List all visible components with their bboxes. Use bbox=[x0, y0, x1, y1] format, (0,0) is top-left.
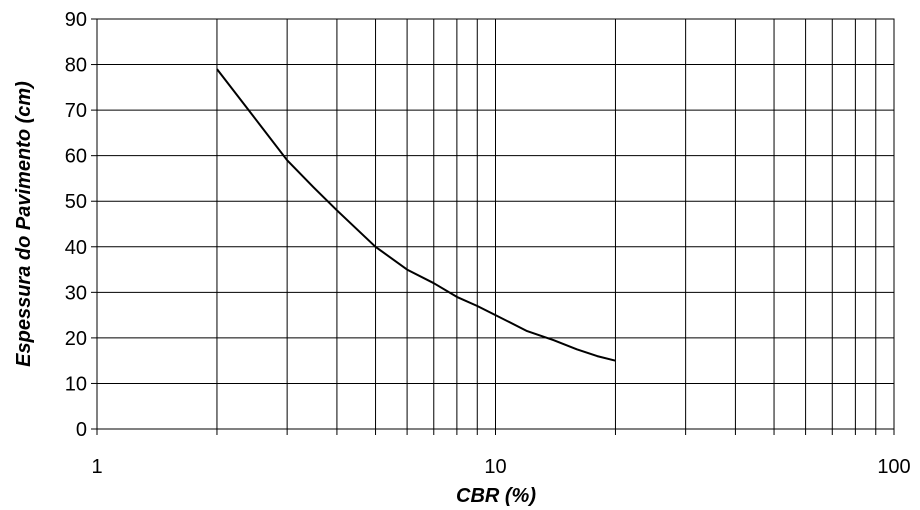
series-group bbox=[216, 68, 616, 362]
y-tick-label: 80 bbox=[65, 55, 87, 77]
x-tick-label: 1 bbox=[91, 456, 102, 478]
x-tick-label: 10 bbox=[484, 456, 506, 478]
gridlines bbox=[91, 18, 895, 435]
y-axis-label: Espessura do Pavimento (cm) bbox=[13, 81, 35, 367]
y-tick-label: 60 bbox=[65, 146, 87, 168]
y-tick-label: 40 bbox=[65, 237, 87, 259]
y-tick-label: 70 bbox=[65, 100, 87, 122]
tick-labels: 0 10 20 30 40 50 60 70 80 90 1 10 100 bbox=[65, 9, 911, 478]
y-tick-label: 90 bbox=[65, 9, 87, 31]
x-tick-label: 100 bbox=[877, 456, 910, 478]
y-tick-label: 0 bbox=[76, 419, 87, 441]
y-tick-label: 10 bbox=[65, 373, 87, 395]
series-line bbox=[216, 68, 616, 362]
y-tick-label: 50 bbox=[65, 191, 87, 213]
y-tick-label: 20 bbox=[65, 328, 87, 350]
y-tick-label: 30 bbox=[65, 282, 87, 304]
x-axis-label: CBR (%) bbox=[456, 485, 536, 507]
